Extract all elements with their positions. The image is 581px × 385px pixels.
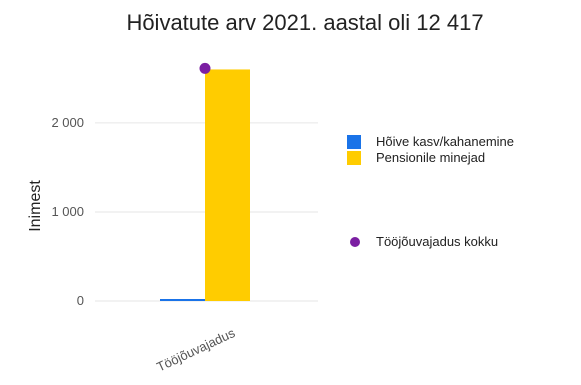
x-tick-label: Tööjõuvajadus [154, 325, 237, 375]
bars [160, 69, 250, 302]
y-tick-label: 1 000 [51, 204, 84, 219]
data-point [199, 62, 211, 74]
legend-label: Hõive kasv/kahanemine [376, 134, 514, 149]
x-axis-ticks: Tööjõuvajadus [154, 325, 237, 375]
bar [205, 69, 250, 302]
legend-marker [350, 237, 360, 247]
legend-label: Pensionile minejad [376, 150, 485, 165]
y-axis-label: Inimest [27, 180, 44, 232]
chart-title: Hõivatute arv 2021. aastal oli 12 417 [126, 10, 483, 35]
y-tick-label: 2 000 [51, 115, 84, 130]
legend-swatch [347, 151, 361, 165]
legend-swatch [347, 135, 361, 149]
y-tick-label: 0 [77, 293, 84, 308]
legend-label: Tööjõuvajadus kokku [376, 234, 498, 249]
y-axis-ticks: 0 1 000 2 000 [51, 115, 84, 308]
bar [160, 299, 205, 301]
points [199, 62, 211, 74]
